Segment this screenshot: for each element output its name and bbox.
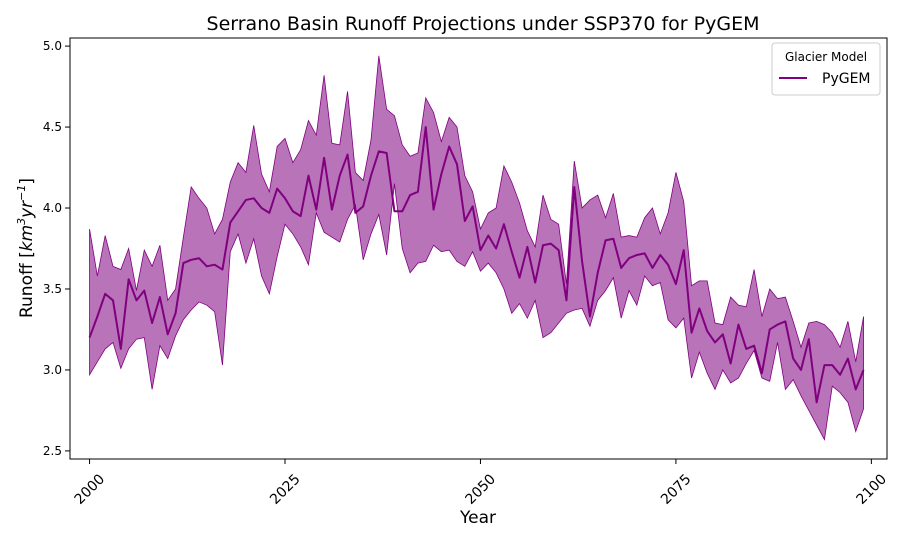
x-axis-label: Year: [459, 508, 496, 528]
y-tick-label: 3.0: [43, 363, 62, 377]
legend-title: Glacier Model: [785, 50, 867, 64]
runoff-range-band: [89, 55, 864, 441]
x-tick-label: 2025: [267, 471, 304, 508]
y-axis-label: Runoff [km3yr−1]: [15, 178, 37, 318]
y-tick-label: 5.0: [43, 39, 62, 53]
y-axis-label-unit-yr: yr: [17, 200, 37, 219]
legend-label-pygem: PyGEM: [822, 71, 871, 87]
x-axis: 2000 2025 2050 2075 2100: [72, 459, 890, 508]
runoff-mean-line: [88, 126, 865, 404]
legend: Glacier Model PyGEM: [771, 42, 881, 96]
y-tick-label: 4.0: [43, 201, 62, 215]
y-axis-label-sup-3: 3: [15, 218, 28, 225]
plot-frame: [69, 37, 888, 460]
y-tick-label: 2.5: [43, 444, 62, 458]
y-axis-label-unit-km: km: [17, 225, 37, 251]
y-axis: 2.5 3.0 3.5 4.0 4.5 5.0: [43, 39, 70, 458]
x-tick-label: 2050: [463, 471, 500, 508]
chart-title: Serrano Basin Runoff Projections under S…: [207, 13, 760, 35]
legend-box: [771, 42, 881, 96]
plot-area: [88, 55, 865, 441]
y-axis-label-text: Runoff [: [17, 251, 37, 318]
y-tick-label: 4.5: [43, 120, 62, 134]
x-tick-label: 2100: [853, 471, 890, 508]
y-axis-label-sup-minus1: −1: [15, 185, 28, 201]
x-tick-label: 2075: [658, 471, 695, 508]
x-tick-label: 2000: [72, 471, 109, 508]
y-tick-label: 3.5: [43, 282, 62, 296]
y-axis-label-close: ]: [17, 178, 37, 185]
